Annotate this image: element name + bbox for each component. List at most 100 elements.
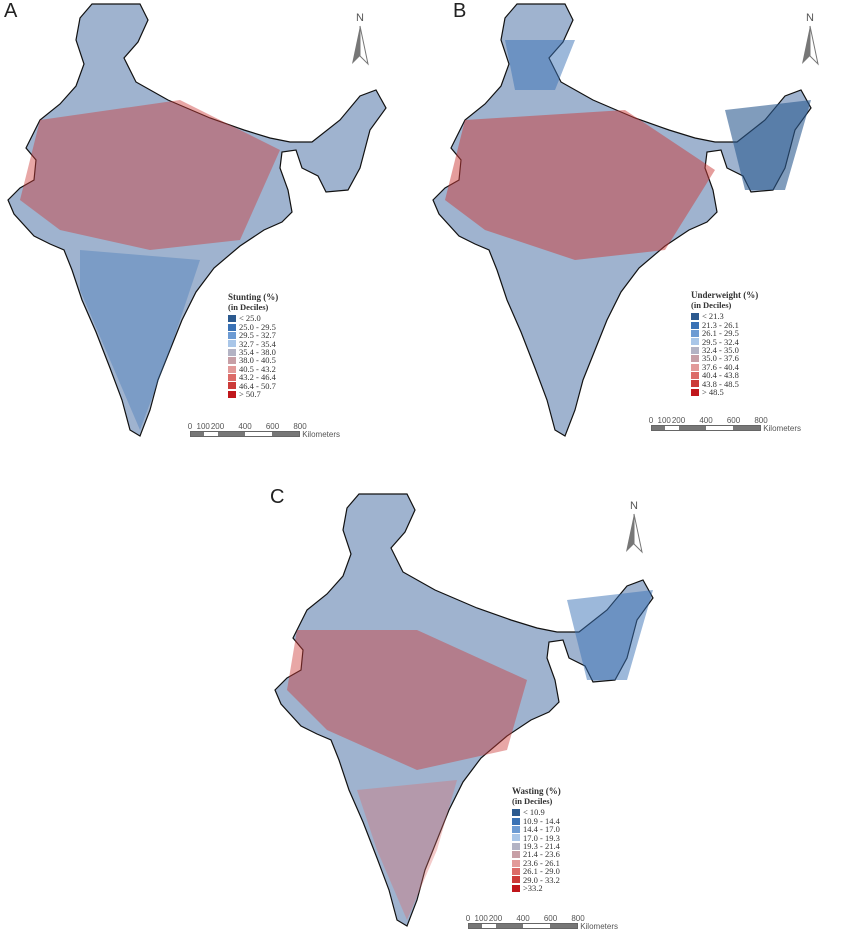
legend-swatch <box>512 809 520 817</box>
north-arrow-icon <box>802 25 819 66</box>
scale-tick-label: 0 <box>187 422 193 431</box>
legend-swatch <box>512 825 520 833</box>
legend-swatch <box>512 876 520 884</box>
legend-swatch <box>228 340 236 348</box>
legend-swatch <box>691 338 699 346</box>
district-color-region <box>567 590 653 680</box>
legend-label: 43.8 - 48.5 <box>702 378 739 389</box>
legend-item: 40.5 - 43.2 <box>228 365 278 373</box>
north-arrow: N <box>798 12 822 71</box>
legend-swatch <box>512 851 520 859</box>
panel-letter: B <box>453 0 467 22</box>
panel-a: A N Stunting (%) (in Deciles) < 25.0 25.0… <box>0 0 425 460</box>
scale-tick-label: 0 <box>648 416 654 425</box>
legend-label: >33.2 <box>523 882 543 893</box>
district-color-region <box>20 100 280 250</box>
scale-tick-label: 200 <box>488 914 503 923</box>
scale-tick-label: 600 <box>543 914 558 923</box>
north-label: N <box>630 500 638 512</box>
legend-item: < 25.0 <box>228 313 278 324</box>
scale-bar: 0 100 200 400 600 800 Kilometers <box>466 914 618 931</box>
legend-item: > 50.7 <box>228 390 278 398</box>
district-color-region <box>287 630 527 770</box>
stunting-map <box>7 3 387 437</box>
legend-item: 40.4 - 43.8 <box>691 371 758 379</box>
india-outline-underweight <box>432 3 812 437</box>
north-arrow-icon <box>352 25 369 66</box>
legend-label: 38.0 - 40.5 <box>239 355 276 366</box>
district-color-region <box>80 250 200 430</box>
scale-tick-label: 200 <box>671 416 686 425</box>
legend-label: 40.5 - 43.2 <box>239 363 276 374</box>
legend-label: 21.3 - 26.1 <box>702 319 739 330</box>
scale-unit-label: Kilometers <box>580 922 618 931</box>
legend-swatch <box>228 390 236 398</box>
legend-item: 43.2 - 46.4 <box>228 373 278 381</box>
legend-item: 26.1 - 29.0 <box>512 867 561 875</box>
legend-label: 46.4 - 50.7 <box>239 380 276 391</box>
scale-tick-label: 400 <box>699 416 713 425</box>
legend-label: 29.5 - 32.7 <box>239 330 276 341</box>
scale-tick-label: 600 <box>265 422 280 431</box>
scale-bar: 0 100 200 400 600 800 Kilometers <box>648 416 801 433</box>
scale-tick-label: 400 <box>238 422 252 431</box>
legend-label: 40.4 - 43.8 <box>702 370 739 381</box>
legend-label: 32.4 - 35.0 <box>702 345 739 356</box>
legend-swatch <box>691 321 699 329</box>
north-arrow-icon <box>626 513 643 554</box>
legend-label: 19.3 - 21.4 <box>523 841 560 852</box>
district-color-region <box>445 110 715 260</box>
scale-tick-label: 800 <box>571 914 585 923</box>
legend-item: 14.4 - 17.0 <box>512 825 561 833</box>
underweight-map <box>432 3 812 437</box>
district-color-region <box>357 780 457 920</box>
legend-label: < 21.3 <box>702 311 724 322</box>
scale-tick-label: 800 <box>293 422 307 431</box>
legend-swatch <box>228 315 236 323</box>
legend-label: < 25.0 <box>239 313 261 324</box>
legend-subtitle: (in Deciles) <box>512 796 553 806</box>
legend-item: 19.3 - 21.4 <box>512 842 561 850</box>
legend-swatch <box>228 365 236 373</box>
legend-swatch <box>691 329 699 337</box>
legend-item: 17.0 - 19.3 <box>512 834 561 842</box>
india-outline-wasting <box>274 493 654 927</box>
legend-subtitle: (in Deciles) <box>691 300 732 310</box>
legend-label: 10.9 - 14.4 <box>523 815 560 826</box>
scale-bar-graphic <box>651 425 761 431</box>
legend-item: 21.3 - 26.1 <box>691 321 758 329</box>
legend: Stunting (%) (in Deciles) < 25.0 25.0 - 2… <box>228 293 278 398</box>
scale-unit-label: Kilometers <box>763 424 801 433</box>
legend-title: Wasting (%) <box>512 786 561 796</box>
scale-tick-label: 100 <box>196 422 210 431</box>
legend-item: 26.1 - 29.5 <box>691 329 758 337</box>
legend-swatch <box>228 331 236 339</box>
legend-label: > 50.7 <box>239 388 261 399</box>
legend-label: 17.0 - 19.3 <box>523 832 560 843</box>
legend-item: 29.0 - 33.2 <box>512 876 561 884</box>
legend-swatch <box>512 817 520 825</box>
legend-item: 43.8 - 48.5 <box>691 380 758 388</box>
legend-item: < 21.3 <box>691 311 758 322</box>
legend-swatch <box>228 373 236 381</box>
legend-label: 25.0 - 29.5 <box>239 321 276 332</box>
legend-item: 10.9 - 14.4 <box>512 817 561 825</box>
legend-item: >33.2 <box>512 884 561 892</box>
legend-label: 23.6 - 26.1 <box>523 857 560 868</box>
panel-c: C N Wasting (%) (in Deciles) < 10.9 10.9 … <box>212 476 662 932</box>
legend-label: 29.5 - 32.4 <box>702 336 739 347</box>
panel-letter: C <box>270 486 285 508</box>
legend-item: 23.6 - 26.1 <box>512 859 561 867</box>
legend-item: 32.4 - 35.0 <box>691 346 758 354</box>
legend-item: > 48.5 <box>691 388 758 396</box>
legend-swatch <box>512 867 520 875</box>
legend-swatch <box>691 346 699 354</box>
legend-swatch <box>691 380 699 388</box>
legend-label: 14.4 - 17.0 <box>523 824 560 835</box>
district-color-region <box>725 100 811 190</box>
legend-label: 35.0 - 37.6 <box>702 353 739 364</box>
legend-swatch <box>691 371 699 379</box>
north-arrow: N <box>348 12 372 71</box>
north-label: N <box>356 12 364 24</box>
legend-label: 35.4 - 38.0 <box>239 347 276 358</box>
